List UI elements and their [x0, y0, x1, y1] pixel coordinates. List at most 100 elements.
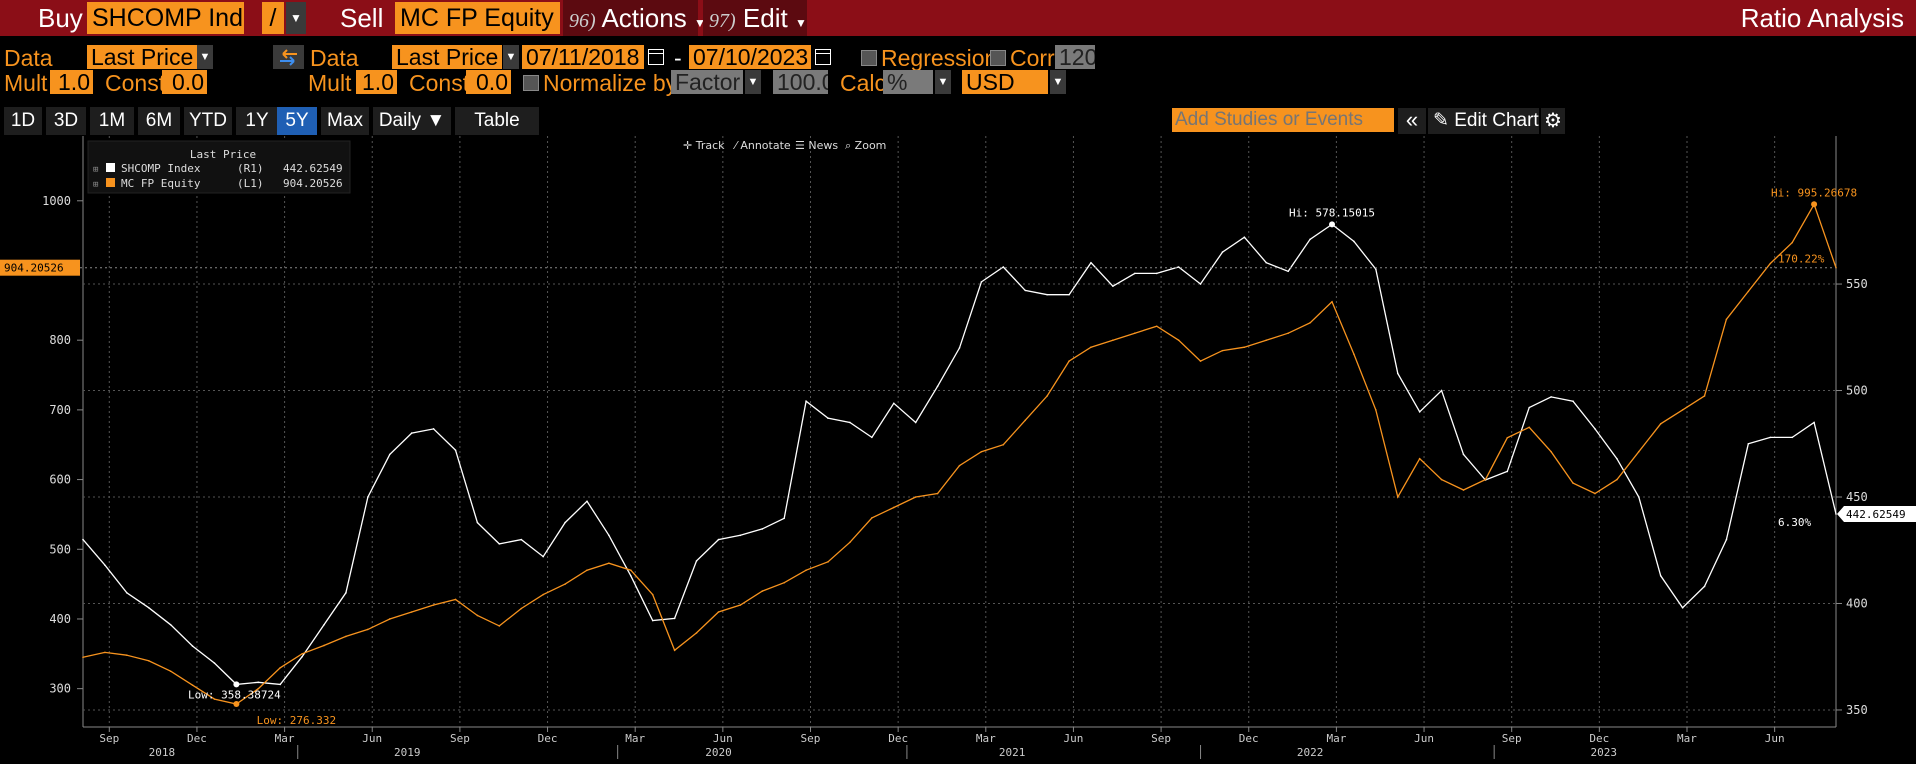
corr-checkbox[interactable]	[990, 50, 1006, 66]
news-icon: ☰	[795, 139, 805, 152]
settings-button[interactable]: ⚙	[1541, 108, 1565, 134]
right-tick-label: 400	[1846, 596, 1868, 610]
range-5y-button[interactable]: 5Y	[277, 107, 317, 135]
data-field[interactable]: Last Price	[87, 45, 197, 69]
shcomp-data-point	[279, 683, 282, 686]
left-tick-label: 300	[49, 682, 71, 696]
right-tick-label: 450	[1846, 490, 1868, 504]
shcomp-data-point	[1199, 283, 1202, 285]
swap-button[interactable]	[273, 45, 304, 69]
news-tool[interactable]: ☰ News	[795, 139, 838, 152]
mc-data-point	[169, 670, 172, 673]
start-date-field[interactable]: 07/11/2018	[522, 45, 644, 69]
range-1d-button[interactable]: 1D	[4, 107, 42, 135]
range-1m-button[interactable]: 1M	[90, 107, 134, 135]
const-label: Const	[105, 70, 166, 96]
shcomp-data-point	[805, 400, 807, 402]
shcomp-data-point	[388, 453, 391, 456]
mc-data-point	[892, 506, 895, 509]
shcomp-data-point	[1440, 389, 1443, 392]
x-tick-label: Dec	[538, 732, 558, 745]
shcomp-data-point	[1396, 372, 1399, 375]
pencil-icon: ⁄	[735, 139, 737, 152]
x-tick-label: Dec	[1589, 732, 1609, 745]
shcomp-data-point	[1375, 268, 1377, 270]
x-year-label: 2022	[1297, 746, 1324, 759]
edit-menu-button[interactable]: 97) Edit ▼	[703, 0, 807, 36]
track-label: Track	[695, 139, 725, 152]
x-tick-label: Jun	[1064, 732, 1084, 745]
mc-data-point	[651, 593, 654, 596]
security1-field[interactable]: SHCOMP Index	[87, 2, 244, 34]
mc-data-point	[1418, 457, 1421, 460]
shcomp-data-point	[1134, 272, 1136, 275]
range-max-button[interactable]: Max	[321, 107, 369, 135]
shcomp-data-point	[1681, 606, 1684, 609]
normalize-checkbox[interactable]	[523, 75, 539, 91]
shcomp-data-point	[1024, 289, 1027, 292]
table-button[interactable]: Table	[455, 107, 539, 135]
right-tick-label: 350	[1846, 703, 1868, 717]
add-studies-input[interactable]	[1172, 108, 1394, 132]
mult-field[interactable]: 1.0	[50, 70, 93, 94]
data2-dropdown[interactable]: ▼	[503, 45, 519, 69]
shcomp-data-point	[892, 402, 895, 405]
calendar-icon[interactable]	[815, 49, 831, 65]
shcomp-data-point	[1616, 457, 1618, 460]
zoom-label: Zoom	[854, 139, 887, 152]
shcomp-data-point	[82, 538, 84, 541]
data-dropdown[interactable]: ▼	[197, 45, 213, 69]
annotate-tool[interactable]: ⁄ Annotate	[735, 139, 791, 152]
currency-field[interactable]: USD	[962, 70, 1048, 94]
shcomp-data-point	[1418, 411, 1421, 413]
normalize-dropdown[interactable]: ▼	[745, 70, 761, 94]
shcomp-data-point	[849, 421, 851, 424]
track-tool[interactable]: ✛ Track	[683, 139, 725, 152]
currency-dropdown[interactable]: ▼	[1050, 70, 1066, 94]
shcomp-data-point	[783, 517, 785, 520]
zoom-tool[interactable]: ⌕ Zoom	[845, 139, 886, 153]
range-3d-button[interactable]: 3D	[46, 107, 86, 135]
ratio-operator-dropdown[interactable]: ▼	[286, 2, 306, 34]
range-6m-button[interactable]: 6M	[138, 107, 180, 135]
mc-data-point	[630, 569, 632, 571]
calc-dropdown[interactable]: ▼	[935, 70, 951, 94]
normalize-field[interactable]: Factor	[671, 70, 743, 94]
data2-field[interactable]: Last Price	[392, 45, 502, 69]
period-dropdown[interactable]: Daily ▼	[373, 107, 451, 135]
normalize-amount-field[interactable]: 100.0	[773, 70, 828, 94]
chart-svg[interactable]: Sep Dec Mar Jun Sep Dec Mar Jun Sep Dec Mar Jun Sep D…	[0, 136, 1916, 759]
mult2-field[interactable]: 1.0	[356, 70, 397, 94]
mc-data-point	[936, 492, 939, 495]
edit-chart-button[interactable]: ✎ Edit Chart	[1428, 108, 1539, 134]
shcomp-data-point	[213, 662, 216, 664]
ratio-operator-field[interactable]: /	[262, 2, 284, 34]
calc-label: Calc	[840, 70, 887, 96]
shcomp-data-point	[1835, 513, 1837, 515]
const-field[interactable]: 0.0	[162, 70, 207, 94]
calendar-icon[interactable]	[648, 49, 664, 65]
end-date-field[interactable]: 07/10/2023	[689, 45, 811, 69]
right-tick-label: 550	[1846, 277, 1868, 291]
const2-field[interactable]: 0.0	[466, 70, 511, 94]
shcomp-data-point	[542, 555, 544, 558]
range-1y-button[interactable]: 1Y	[236, 107, 278, 135]
collapse-button[interactable]: «	[1398, 108, 1426, 134]
mc-data-point	[1134, 332, 1136, 335]
mc-data-point	[1090, 346, 1092, 348]
mc-high-marker	[1811, 201, 1818, 208]
shcomp-data-point	[630, 574, 632, 577]
security2-field[interactable]: MC FP Equity	[395, 2, 560, 34]
shcomp-data-point	[1747, 442, 1750, 445]
corr-window-field[interactable]: 120	[1055, 45, 1095, 69]
actions-menu-button[interactable]: 96) Actions ▼	[563, 0, 706, 36]
mc-data-point	[1243, 346, 1246, 348]
chart-area: Sep Dec Mar Jun Sep Dec Mar Jun Sep Dec Mar Jun Sep D…	[0, 136, 1916, 759]
sell-label: Sell	[340, 3, 384, 33]
regression-checkbox[interactable]	[861, 50, 877, 66]
range-ytd-button[interactable]: YTD	[184, 107, 232, 135]
mc-data-point	[739, 604, 742, 606]
shcomp-data-point	[1572, 400, 1574, 402]
x-tick-label: Mar	[976, 732, 996, 745]
calc-field[interactable]: %	[883, 70, 933, 94]
